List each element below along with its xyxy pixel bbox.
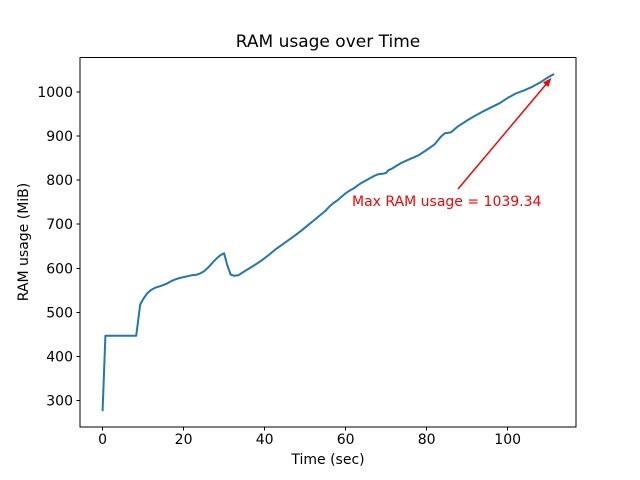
- annotation-arrow-shaft: [457, 82, 549, 190]
- x-tick-label: 40: [256, 432, 274, 448]
- ram-usage-series-line: [101, 73, 555, 412]
- y-tick-label: 800: [46, 173, 73, 189]
- x-tick-label: 0: [98, 432, 107, 448]
- x-tick-label: 100: [494, 432, 521, 448]
- y-tick-label: 400: [46, 350, 73, 366]
- y-tick-label: 500: [46, 305, 73, 321]
- x-tick-label: 60: [337, 432, 355, 448]
- x-axis-label: Time (sec): [291, 452, 365, 468]
- y-tick-label: 300: [46, 394, 73, 410]
- chart-title: RAM usage over Time: [235, 32, 421, 52]
- max-annotation-text: Max RAM usage = 1039.34: [352, 194, 542, 210]
- annotation-arrowhead: [542, 77, 552, 88]
- x-tick-label: 80: [418, 432, 436, 448]
- y-axis-label: RAM usage (MiB): [16, 182, 32, 302]
- axes-border: [79, 57, 577, 428]
- y-tick-label: 600: [46, 261, 73, 277]
- y-tick-label: 900: [46, 129, 73, 145]
- x-tick-label: 20: [175, 432, 193, 448]
- y-tick-label: 1000: [37, 85, 73, 101]
- y-tick-label: 700: [46, 217, 73, 233]
